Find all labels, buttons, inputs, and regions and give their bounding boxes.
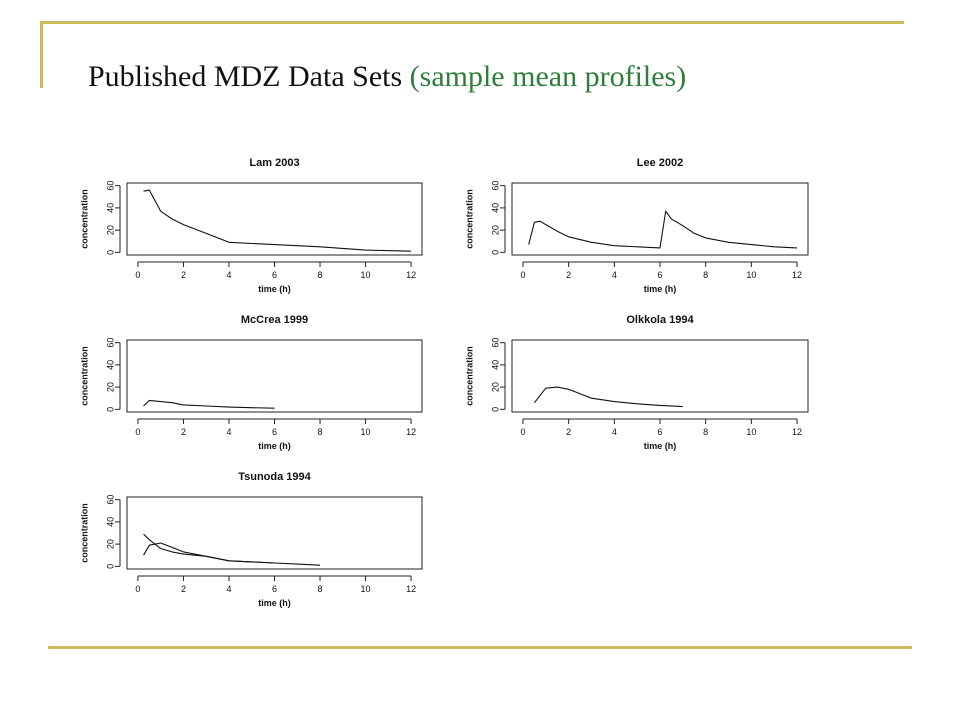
x-tick-label: 2 xyxy=(181,427,186,437)
series-line xyxy=(143,189,412,252)
x-tick-label: 8 xyxy=(703,270,708,280)
y-axis-label: concentration xyxy=(464,346,474,406)
y-tick-label: 40 xyxy=(105,203,115,213)
x-tick-label: 4 xyxy=(226,584,231,594)
y-axis-label: concentration xyxy=(79,503,89,563)
x-tick-label: 4 xyxy=(226,270,231,280)
chart-title: Lee 2002 xyxy=(637,157,683,169)
y-tick-label: 20 xyxy=(490,225,500,235)
x-tick-label: 0 xyxy=(520,427,525,437)
plot-frame xyxy=(511,182,809,256)
y-axis-label: concentration xyxy=(79,189,89,249)
plot-frame xyxy=(126,496,423,570)
x-tick-label: 4 xyxy=(612,270,617,280)
x-axis-label: time (h) xyxy=(258,441,291,451)
x-tick-label: 4 xyxy=(226,427,231,437)
x-axis-label: time (h) xyxy=(644,441,677,451)
y-tick-label: 60 xyxy=(490,181,500,191)
y-tick-label: 20 xyxy=(490,382,500,392)
x-tick-label: 6 xyxy=(657,270,662,280)
chart-title: Lam 2003 xyxy=(249,157,299,169)
plot-frame xyxy=(126,182,423,256)
y-tick-label: 60 xyxy=(490,338,500,348)
x-tick-label: 0 xyxy=(135,270,140,280)
x-tick-label: 2 xyxy=(566,427,571,437)
x-tick-label: 2 xyxy=(566,270,571,280)
plot-frame xyxy=(511,339,809,413)
x-tick-label: 2 xyxy=(181,270,186,280)
slide-title: Published MDZ Data Sets (sample mean pro… xyxy=(88,60,686,94)
x-tick-label: 10 xyxy=(746,270,756,280)
slide-subtitle: (sample mean profiles) xyxy=(409,60,687,93)
plot-frame xyxy=(126,339,423,413)
series-line xyxy=(528,210,798,249)
x-tick-label: 10 xyxy=(746,427,756,437)
x-tick-label: 12 xyxy=(406,584,416,594)
y-tick-label: 40 xyxy=(105,517,115,527)
x-axis-label: time (h) xyxy=(258,284,291,294)
x-tick-label: 0 xyxy=(135,584,140,594)
x-tick-label: 6 xyxy=(272,270,277,280)
left-rule xyxy=(40,21,43,88)
y-tick-label: 60 xyxy=(105,181,115,191)
x-tick-label: 8 xyxy=(318,584,323,594)
y-axis-label: concentration xyxy=(464,189,474,249)
series-line xyxy=(143,542,275,564)
chart-title: Tsunoda 1994 xyxy=(238,471,311,483)
x-tick-label: 6 xyxy=(657,427,662,437)
x-tick-label: 4 xyxy=(612,427,617,437)
chart-title: Olkkola 1994 xyxy=(626,314,694,326)
y-tick-label: 60 xyxy=(105,495,115,505)
series-line xyxy=(533,386,683,408)
y-tick-label: 40 xyxy=(490,360,500,370)
x-tick-label: 0 xyxy=(520,270,525,280)
bottom-rule xyxy=(48,646,912,649)
y-tick-label: 40 xyxy=(490,203,500,213)
y-tick-label: 0 xyxy=(105,564,115,569)
y-tick-label: 40 xyxy=(105,360,115,370)
x-tick-label: 12 xyxy=(406,427,416,437)
y-axis-label: concentration xyxy=(79,346,89,406)
x-tick-label: 8 xyxy=(703,427,708,437)
x-tick-label: 2 xyxy=(181,584,186,594)
x-tick-label: 8 xyxy=(318,270,323,280)
y-tick-label: 20 xyxy=(105,225,115,235)
chart-title: McCrea 1999 xyxy=(241,314,308,326)
y-tick-label: 20 xyxy=(105,382,115,392)
x-tick-label: 10 xyxy=(361,270,371,280)
slide-title-main: Published MDZ Data Sets xyxy=(88,60,403,93)
y-tick-label: 0 xyxy=(490,250,500,255)
x-tick-label: 8 xyxy=(318,427,323,437)
x-tick-label: 6 xyxy=(272,427,277,437)
series-line xyxy=(143,399,275,409)
y-tick-label: 0 xyxy=(105,250,115,255)
y-tick-label: 0 xyxy=(105,407,115,412)
y-tick-label: 20 xyxy=(105,539,115,549)
x-tick-label: 12 xyxy=(792,427,802,437)
x-axis-label: time (h) xyxy=(644,284,677,294)
y-tick-label: 0 xyxy=(490,407,500,412)
y-tick-label: 60 xyxy=(105,338,115,348)
x-tick-label: 12 xyxy=(792,270,802,280)
x-tick-label: 6 xyxy=(272,584,277,594)
x-tick-label: 0 xyxy=(135,427,140,437)
x-tick-label: 12 xyxy=(406,270,416,280)
x-tick-label: 10 xyxy=(361,427,371,437)
x-tick-label: 10 xyxy=(361,584,371,594)
x-axis-label: time (h) xyxy=(258,598,291,608)
top-rule xyxy=(40,21,904,24)
